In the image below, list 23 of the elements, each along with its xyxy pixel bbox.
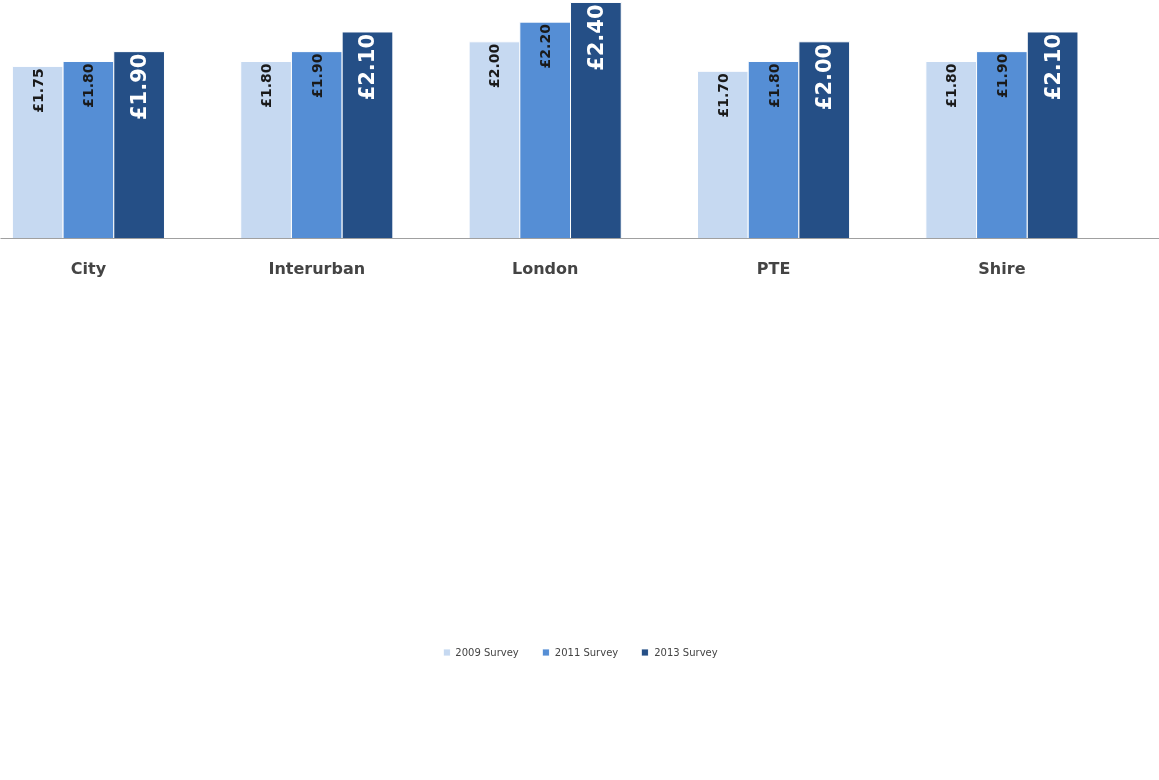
data-label: £2.40 (583, 4, 608, 71)
data-label: £1.80 (943, 63, 960, 108)
legend-label: 2009 Survey (455, 646, 519, 658)
x-tick-label: Interurban (268, 258, 366, 278)
data-label: £2.00 (486, 43, 503, 89)
x-tick-label: PTE (756, 258, 791, 278)
data-label: £1.75 (29, 68, 46, 113)
data-label: £1.90 (308, 53, 325, 98)
data-label: £1.90 (127, 53, 152, 121)
data-label: £1.70 (714, 73, 731, 118)
data-label: £1.80 (258, 63, 275, 108)
x-tick-label: City (70, 258, 107, 278)
data-label: £1.90 (993, 53, 1010, 98)
data-label: £2.10 (355, 33, 380, 101)
legend-label: 2013 Survey (654, 646, 718, 658)
x-tick-label: Shire (978, 258, 1026, 278)
x-tick-label: London (511, 258, 579, 278)
data-label: £2.20 (537, 23, 554, 69)
legend-label: 2011 Survey (554, 646, 619, 658)
data-label: £1.80 (765, 63, 782, 108)
data-label: £2.10 (1040, 33, 1065, 101)
data-label: £1.80 (80, 63, 97, 108)
data-label: £2.00 (812, 43, 837, 111)
